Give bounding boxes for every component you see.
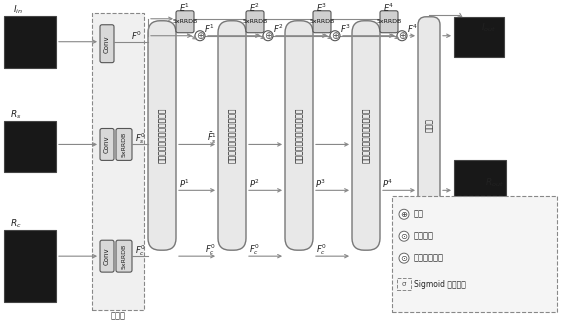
Text: $P^1$: $P^1$: [179, 177, 189, 190]
FancyBboxPatch shape: [246, 11, 264, 33]
Bar: [92, 13, 144, 310]
Bar: [454, 160, 506, 222]
Text: 5xRRDB: 5xRRDB: [376, 19, 401, 24]
Circle shape: [330, 31, 340, 41]
Text: $E^2$: $E^2$: [249, 2, 261, 14]
FancyBboxPatch shape: [352, 21, 380, 250]
Text: ⊕: ⊕: [331, 31, 339, 41]
FancyBboxPatch shape: [418, 17, 440, 234]
Text: 输出门: 输出门: [425, 118, 434, 132]
FancyBboxPatch shape: [176, 11, 194, 33]
Bar: [454, 17, 504, 57]
Circle shape: [399, 231, 409, 241]
Text: Conv: Conv: [104, 35, 110, 52]
FancyBboxPatch shape: [380, 11, 398, 33]
Text: ⊙: ⊙: [400, 254, 408, 263]
Text: 5xRRDB: 5xRRDB: [121, 132, 126, 157]
FancyBboxPatch shape: [148, 21, 176, 250]
Text: $P^4$: $P^4$: [382, 177, 393, 190]
Text: 跨模态高频可变形网络模块: 跨模态高频可变形网络模块: [227, 108, 236, 163]
Text: $F^0$: $F^0$: [130, 30, 141, 42]
Text: ⊙: ⊙: [400, 232, 408, 241]
Text: $F^1$: $F^1$: [204, 23, 214, 35]
Text: $F_c^0$: $F_c^0$: [248, 242, 260, 257]
Bar: [392, 196, 557, 312]
Text: ⊕: ⊕: [196, 31, 204, 41]
Text: Sigmoid 激活函数: Sigmoid 激活函数: [414, 279, 466, 289]
Text: σ: σ: [402, 281, 406, 287]
Circle shape: [399, 209, 409, 219]
Text: $R_s$: $R_s$: [10, 108, 22, 121]
Text: 相加: 相加: [414, 210, 424, 219]
Text: 跨模态高频可变形网络模块: 跨模态高频可变形网络模块: [294, 108, 303, 163]
Text: 跨模态高频可变形网络模块: 跨模态高频可变形网络模块: [362, 108, 370, 163]
Circle shape: [397, 31, 407, 41]
Text: $E^1$: $E^1$: [179, 2, 191, 14]
FancyBboxPatch shape: [100, 25, 114, 63]
Text: 通道拼接: 通道拼接: [414, 232, 434, 241]
Text: $\bar{F}_s^1$: $\bar{F}_s^1$: [207, 131, 217, 146]
Circle shape: [399, 253, 409, 263]
Text: ⊕: ⊕: [264, 31, 272, 41]
Bar: [397, 278, 411, 290]
FancyBboxPatch shape: [100, 128, 114, 160]
Text: ⊕: ⊕: [398, 31, 406, 41]
Text: $F_c^0$: $F_c^0$: [134, 243, 145, 258]
Circle shape: [195, 31, 205, 41]
FancyBboxPatch shape: [218, 21, 246, 250]
Text: 5xRRDB: 5xRRDB: [242, 19, 268, 24]
Text: 跨模态高频可变形网络模块: 跨模态高频可变形网络模块: [158, 108, 167, 163]
Circle shape: [263, 31, 273, 41]
Text: $I_{out}$: $I_{out}$: [481, 22, 497, 34]
Text: $F_c^0$: $F_c^0$: [316, 242, 327, 257]
Text: 输入门: 输入门: [111, 311, 125, 320]
Text: $P^2$: $P^2$: [248, 177, 260, 190]
Text: 5xRRDB: 5xRRDB: [121, 243, 126, 269]
Text: $F^2$: $F^2$: [273, 23, 284, 35]
Text: 5xRRDB: 5xRRDB: [310, 19, 335, 24]
Text: $F_s^0$: $F_s^0$: [134, 131, 145, 146]
Text: 矩阵广播相乘: 矩阵广播相乘: [414, 254, 444, 263]
Text: $E^4$: $E^4$: [383, 2, 395, 14]
Text: 5xRRDB: 5xRRDB: [172, 19, 198, 24]
Text: $I_{in}$: $I_{in}$: [13, 4, 23, 16]
FancyBboxPatch shape: [285, 21, 313, 250]
Text: Conv: Conv: [104, 247, 110, 265]
Text: $E^3$: $E^3$: [316, 2, 328, 14]
Text: $R_{out}$: $R_{out}$: [485, 176, 503, 189]
Bar: [4, 230, 56, 302]
Text: $F^4$: $F^4$: [407, 23, 417, 35]
Text: Conv: Conv: [104, 136, 110, 153]
Text: $P^3$: $P^3$: [315, 177, 327, 190]
FancyBboxPatch shape: [116, 128, 132, 160]
Text: $F^3$: $F^3$: [340, 23, 350, 35]
FancyBboxPatch shape: [100, 240, 114, 272]
Text: ⊕: ⊕: [400, 210, 408, 219]
FancyBboxPatch shape: [313, 11, 331, 33]
Bar: [4, 120, 56, 172]
Text: $R_c$: $R_c$: [10, 218, 22, 231]
Bar: [4, 16, 56, 68]
FancyBboxPatch shape: [116, 240, 132, 272]
Text: $F_c^0$: $F_c^0$: [205, 242, 215, 257]
